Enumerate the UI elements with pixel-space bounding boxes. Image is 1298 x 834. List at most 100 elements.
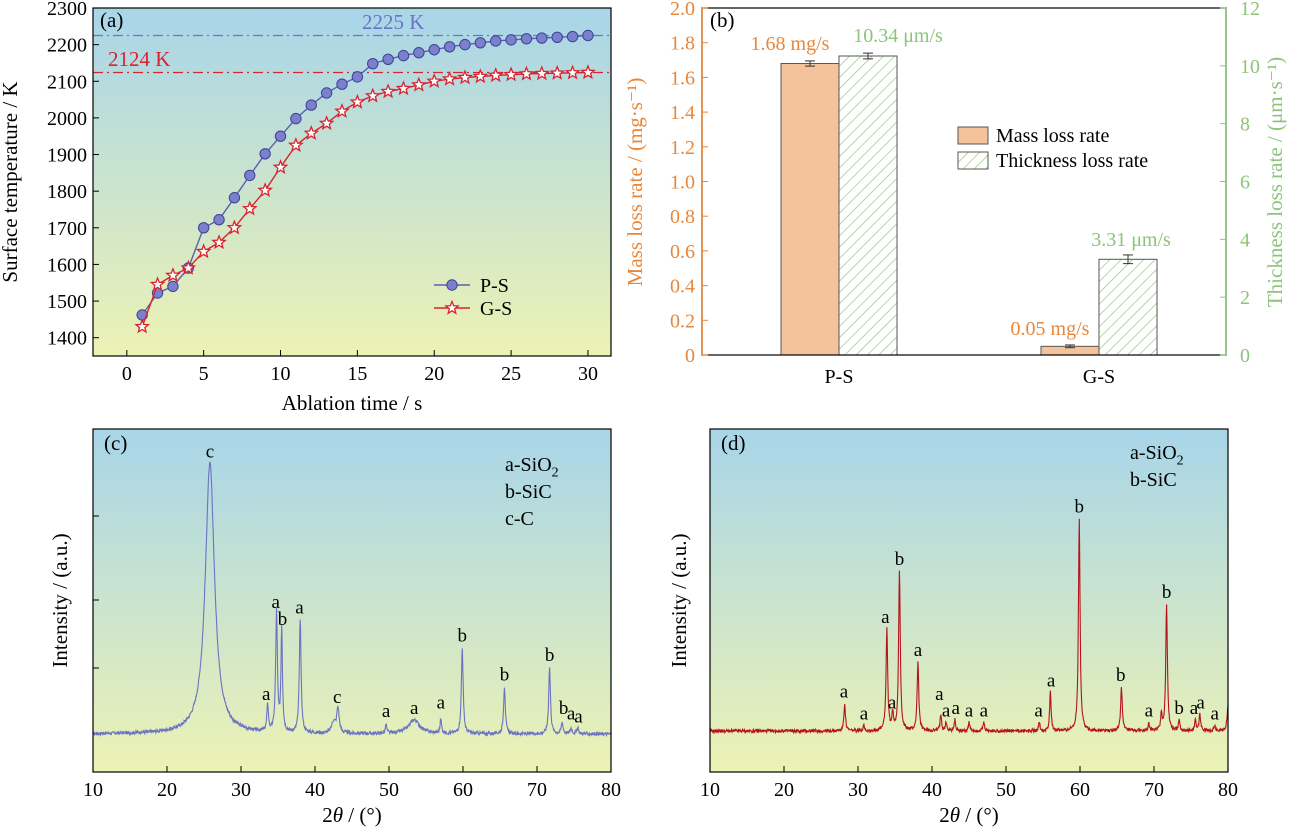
y-axis-label: Surface temperature / K [0, 81, 22, 282]
phase-legend-label: b-SiC [1130, 469, 1177, 491]
peak-label: a [881, 607, 890, 628]
panel-d-plot-area [710, 429, 1228, 772]
data-point [290, 112, 302, 125]
phase-legend-label: b-SiC [505, 481, 552, 503]
peak-label: a [860, 703, 869, 724]
y-tick-label: 0.4 [670, 276, 695, 298]
data-point [566, 30, 579, 43]
phase-legend-label: a-SiO2 [1130, 442, 1184, 469]
data-label: 10.34 μm/s [853, 25, 943, 47]
peak-label: a [935, 684, 944, 705]
y-tick-label: 1800 [47, 181, 87, 203]
data-point [244, 169, 256, 182]
category-label: G-S [1083, 366, 1115, 388]
y-tick-label: 2000 [47, 108, 87, 130]
data-point [443, 41, 456, 53]
peak-label: a [1145, 701, 1154, 722]
legend-label: G-S [480, 298, 512, 320]
y-tick-label: 1.4 [670, 102, 695, 124]
data-point [259, 148, 271, 160]
y-axis-label: Intensity / (a.u.) [48, 533, 72, 667]
x-tick-label: 0 [122, 363, 132, 385]
data-point [257, 182, 274, 198]
data-point [472, 68, 489, 84]
x-tick-label: 50 [379, 779, 399, 801]
phase-legend-label-part: b-SiC [1130, 469, 1177, 491]
y-tick-label: 1900 [47, 145, 87, 167]
data-point [474, 37, 487, 49]
peak-label: a [1034, 701, 1043, 722]
panel-d-frame [709, 428, 1229, 773]
legend-swatch [957, 126, 989, 145]
data-point [149, 276, 166, 292]
peak-label: b [500, 665, 510, 686]
peak-label: c [333, 687, 341, 708]
data-point [213, 214, 225, 226]
data-label: 0.05 mg/s [1011, 318, 1090, 340]
data-point [426, 72, 443, 88]
phase-legend-label: c-C [505, 508, 534, 530]
y2-tick-label: 6 [1240, 172, 1250, 194]
y2-tick-label: 0 [1240, 345, 1250, 367]
data-point [288, 137, 304, 153]
bar-thickness-loss [1098, 258, 1158, 356]
data-point [226, 219, 243, 235]
peak-label: a [382, 701, 391, 722]
y-tick-label: 1500 [47, 291, 87, 313]
panel-a-frame [92, 7, 612, 357]
y-tick-label: 2.0 [670, 0, 695, 20]
data-point [305, 99, 317, 111]
data-point [197, 222, 210, 234]
y-axis-label: Mass loss rate / (mg·s⁻¹) [623, 78, 647, 287]
panel-label: (d) [721, 431, 746, 455]
y2-tick-label: 4 [1240, 229, 1250, 251]
data-point [303, 124, 320, 140]
legend-marker [444, 299, 460, 315]
data-point [211, 234, 227, 250]
data-point [551, 31, 563, 44]
x-tick-label: 60 [453, 779, 473, 801]
bar-mass-loss [780, 63, 840, 356]
reference-label: 2124 K [108, 47, 170, 71]
y-tick-label: 1.0 [670, 172, 695, 194]
panel-c-plot-area [93, 429, 611, 772]
x-tick-label: 20 [424, 363, 444, 385]
y-tick-label: 2100 [47, 71, 87, 93]
phase-legend-label-part: a-SiO [1130, 442, 1177, 464]
data-point [318, 115, 335, 131]
xrd-pattern-line [709, 518, 1229, 735]
peak-label: b [545, 645, 555, 666]
x-tick-label: 10 [271, 363, 291, 385]
x-tick-label: 30 [848, 779, 868, 801]
data-point [505, 34, 517, 46]
data-point [487, 67, 504, 83]
data-point [134, 318, 151, 334]
data-point [167, 280, 179, 293]
y2-tick-label: 2 [1240, 287, 1250, 309]
reference-label: 2225 K [362, 10, 424, 34]
x-axis-label-part: / (°) [343, 803, 382, 827]
data-point [459, 38, 471, 51]
legend-label: Mass loss rate [996, 125, 1109, 147]
peak-label: b [1116, 665, 1126, 686]
peak-label: a [437, 692, 446, 713]
data-point [533, 65, 550, 81]
y-tick-label: 1700 [47, 218, 87, 240]
data-point [364, 87, 381, 103]
phase-legend-label-part: c-C [505, 508, 534, 530]
y2-tick-label: 8 [1240, 114, 1250, 136]
y-tick-label: 1.8 [670, 33, 695, 55]
phase-legend-label: a-SiO2 [505, 454, 559, 481]
peak-label: a [951, 698, 960, 719]
y2-tick-label: 10 [1240, 56, 1260, 78]
x-axis-label-part: θ [333, 803, 343, 827]
x-axis-label: Ablation time / s [282, 391, 423, 415]
data-point [228, 192, 241, 204]
data-point [195, 243, 212, 259]
x-axis-label: 2θ / (°) [939, 803, 999, 827]
data-point [580, 64, 596, 80]
x-tick-label: 25 [501, 363, 521, 385]
panel-b: P-S G-S 1.68 mg/s 0.05 mg/s 10.34 μm/s 3.31 μ… [623, 0, 1287, 388]
data-point [351, 71, 364, 83]
